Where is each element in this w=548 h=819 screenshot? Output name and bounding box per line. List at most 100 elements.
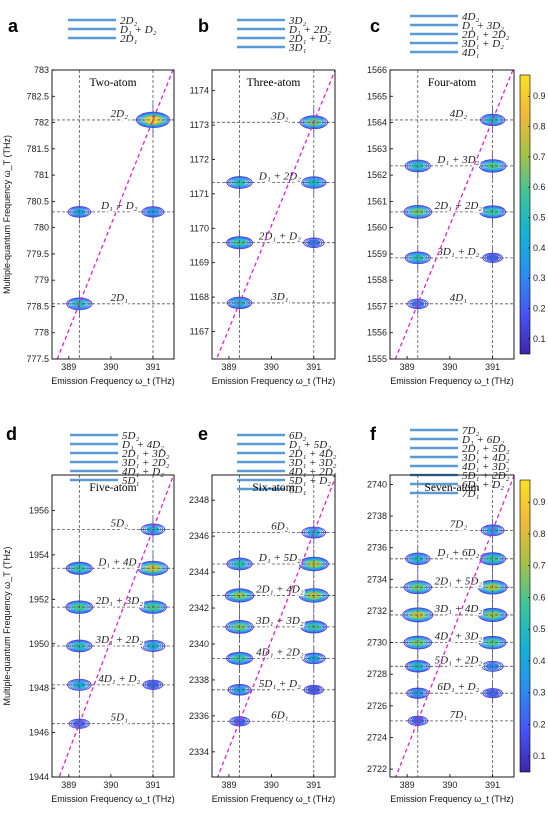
- colorbar: [519, 74, 531, 355]
- level-label: 7D₁: [450, 709, 467, 721]
- y-tick-label: 1944: [29, 772, 49, 782]
- plot-area: 3D₂ D₁ + 2D₂ 2D₁ + D₂ 3D₁: [212, 70, 335, 359]
- plot-frame: [51, 69, 175, 360]
- colorbar-tick-label: 0.3: [533, 688, 546, 698]
- y-tick-label: 1172: [190, 154, 209, 164]
- y-tick-label: 1557: [367, 301, 387, 311]
- y-tick-label: 1561: [367, 196, 387, 206]
- ladder-level-label: 5D₂: [122, 430, 139, 442]
- panel-title: Six-atom: [252, 482, 294, 494]
- ladder-level-label: 7D₂: [462, 425, 479, 437]
- level-label: 5D₁ + 2D₂: [435, 654, 483, 666]
- y-tick-label: 1563: [367, 144, 387, 154]
- y-tick-label: 777.5: [26, 354, 49, 364]
- y-tick-label: 783: [34, 65, 49, 75]
- level-label: D₁ + D₂: [100, 200, 138, 212]
- y-tick-label: 778: [34, 328, 49, 338]
- x-tick-label: 390: [442, 780, 457, 790]
- colorbar-tick-label: 0.8: [533, 529, 546, 539]
- level-label: 2D₁ + 2D₂: [435, 200, 483, 212]
- ladder-level-label: 4D₁ + 3D₂: [462, 461, 510, 473]
- level-label: 6D₁ + D₂: [437, 681, 479, 693]
- panel-title: Four-atom: [428, 77, 476, 89]
- colorbar-tick-label: 0.5: [533, 213, 546, 223]
- y-tick-label: 2724: [367, 732, 387, 742]
- colorbar: [519, 479, 531, 773]
- level-label: 7D₂: [450, 518, 467, 530]
- y-tick-label: 1169: [190, 258, 209, 268]
- colorbar-tick-label: 0.6: [533, 182, 546, 192]
- colorbar-tick-label: 0.4: [533, 656, 546, 666]
- y-tick-label: 2726: [367, 701, 387, 711]
- plot-area: 2D₂ D₁ + D₂ 2D₁: [52, 70, 174, 359]
- y-tick-label: 779: [34, 275, 49, 285]
- panel-title: Seven-atom: [425, 482, 480, 494]
- y-tick-label: 1952: [29, 594, 49, 604]
- y-tick-label: 1946: [29, 728, 49, 738]
- y-tick-label: 2340: [189, 639, 209, 649]
- plot-frame: [51, 474, 175, 778]
- y-axis-label: Multiple-quantum Frequency ω_T (THz): [2, 135, 12, 294]
- diagonal-line: [216, 478, 335, 777]
- level-label: 3D₁ + 2D₂: [95, 634, 144, 646]
- level-label: 2D₂: [111, 108, 128, 120]
- y-tick-label: 1167: [190, 326, 209, 336]
- level-label: 4D₁: [450, 292, 467, 304]
- ladder-level-label: D₁ + 5D₂: [288, 439, 331, 451]
- y-tick-label: 782.5: [26, 91, 49, 101]
- y-tick-label: 1171: [190, 189, 209, 199]
- plot-area: 4D₂ D₁ + 3D₂ 2D₁ + 2D₂ 3D₁ + D₂ 4D₁: [390, 70, 514, 359]
- panel-label: a: [8, 16, 19, 36]
- y-tick-label: 1174: [190, 86, 209, 96]
- y-tick-label: 1560: [367, 223, 387, 233]
- y-tick-label: 2736: [367, 543, 387, 553]
- plot-area: 5D₂ D₁ + 4D₂ 2D₁ + 3D₂ 3D₁ + 2D₂ 4D₁ + D₂ 5D₁: [52, 475, 174, 777]
- y-tick-label: 2344: [189, 567, 209, 577]
- colorbar-tick-label: 0.3: [533, 273, 546, 283]
- x-axis-label: Emission Frequency ω_t (THz): [390, 376, 514, 386]
- ladder-level-label: 5D₁ + D₂: [289, 475, 331, 487]
- y-tick-label: 2336: [189, 711, 209, 721]
- x-tick-label: 391: [145, 780, 160, 790]
- ladder-level-label: D₁ + 4D₂: [121, 439, 164, 451]
- level-label: 4D₁ + 3D₂: [435, 631, 483, 643]
- x-tick-label: 389: [61, 362, 76, 372]
- y-tick-label: 1555: [367, 354, 387, 364]
- colorbar-tick-label: 0.7: [533, 561, 546, 571]
- colorbar-tick-label: 0.7: [533, 152, 546, 162]
- level-label: D₁ + 4D₂: [97, 556, 140, 568]
- ladder-level-label: 3D₁ + 4D₂: [461, 452, 510, 464]
- y-tick-label: 1565: [367, 91, 387, 101]
- panel-label: b: [198, 16, 209, 36]
- x-tick-label: 391: [485, 780, 500, 790]
- y-tick-label: 1566: [367, 65, 387, 75]
- x-axis-label: Emission Frequency ω_t (THz): [390, 794, 514, 804]
- colorbar-tick-label: 0.2: [533, 719, 546, 729]
- plot-area: 7D₂ D₁ + 6D₂ 2D₁ + 5D₂ 3D₁ + 4D₂ 4D₁ + 3D₂ 5D…: [390, 475, 514, 777]
- ladder-level-label: 4D₁: [462, 47, 479, 59]
- level-label: 2D₁ + D₂: [259, 231, 301, 243]
- x-tick-label: 390: [103, 780, 118, 790]
- ladder-level-label: 3D₁ + 2D₂: [121, 457, 170, 469]
- diagonal-line: [395, 475, 514, 777]
- ladder-level-label: 3D₂: [288, 15, 306, 27]
- level-label: 4D₂: [450, 108, 467, 120]
- ladder-level-label: 5D₁: [122, 475, 139, 487]
- panel-title: Two-atom: [89, 77, 136, 89]
- y-tick-label: 2346: [189, 531, 209, 541]
- y-tick-label: 2342: [189, 603, 209, 613]
- ladder-level-label: 2D₁ + 5D₂: [462, 443, 510, 455]
- y-tick-label: 780.5: [26, 196, 49, 206]
- ladder-level-label: 3D₁: [288, 42, 306, 54]
- x-tick-label: 389: [221, 780, 236, 790]
- y-tick-label: 778.5: [26, 301, 49, 311]
- y-tick-label: 2734: [367, 574, 387, 584]
- y-tick-label: 1173: [190, 120, 209, 130]
- y-tick-label: 2730: [367, 638, 387, 648]
- y-tick-label: 2722: [367, 764, 387, 774]
- level-label: 6D₂: [271, 521, 288, 533]
- level-label: 2D₁ + 5D₂: [435, 575, 483, 587]
